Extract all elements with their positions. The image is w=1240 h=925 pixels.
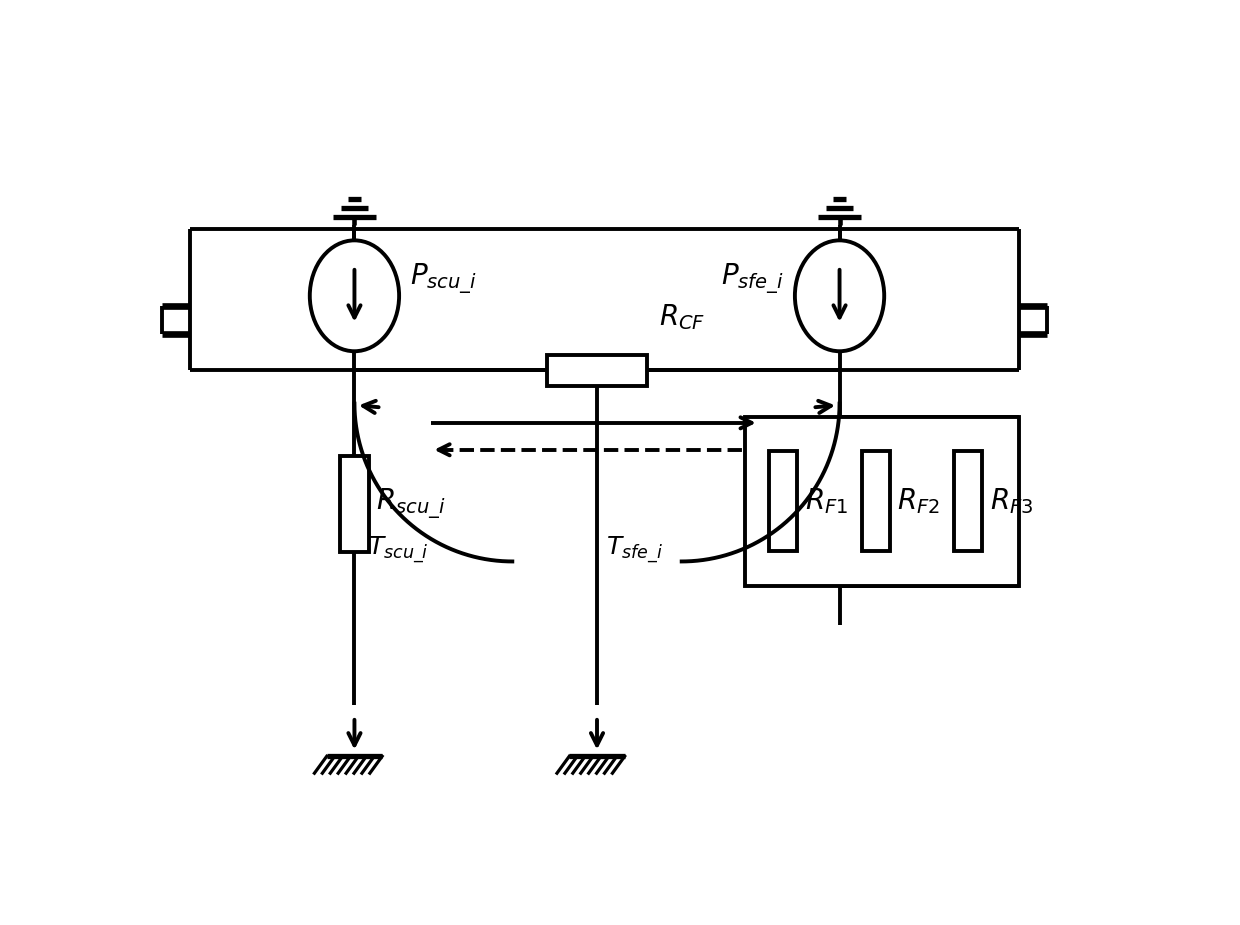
- Text: $R_{F1}$: $R_{F1}$: [805, 487, 848, 516]
- Text: $P_{sfe\_i}$: $P_{sfe\_i}$: [722, 262, 784, 296]
- Text: $T_{sfe\_i}$: $T_{sfe\_i}$: [606, 535, 663, 565]
- Text: $R_{CF}$: $R_{CF}$: [658, 302, 704, 332]
- Text: $P_{scu\_i}$: $P_{scu\_i}$: [410, 262, 476, 296]
- Bar: [340, 456, 370, 552]
- Bar: [862, 451, 889, 551]
- Bar: [745, 416, 1019, 586]
- Ellipse shape: [310, 240, 399, 352]
- Text: $R_{scu\_i}$: $R_{scu\_i}$: [376, 487, 445, 521]
- Bar: [770, 451, 797, 551]
- Text: $T_{scu\_i}$: $T_{scu\_i}$: [368, 535, 429, 565]
- Bar: [955, 451, 982, 551]
- Ellipse shape: [795, 240, 884, 352]
- Text: $R_{F2}$: $R_{F2}$: [898, 487, 940, 516]
- Text: $R_{F3}$: $R_{F3}$: [990, 487, 1033, 516]
- Bar: [547, 355, 647, 386]
